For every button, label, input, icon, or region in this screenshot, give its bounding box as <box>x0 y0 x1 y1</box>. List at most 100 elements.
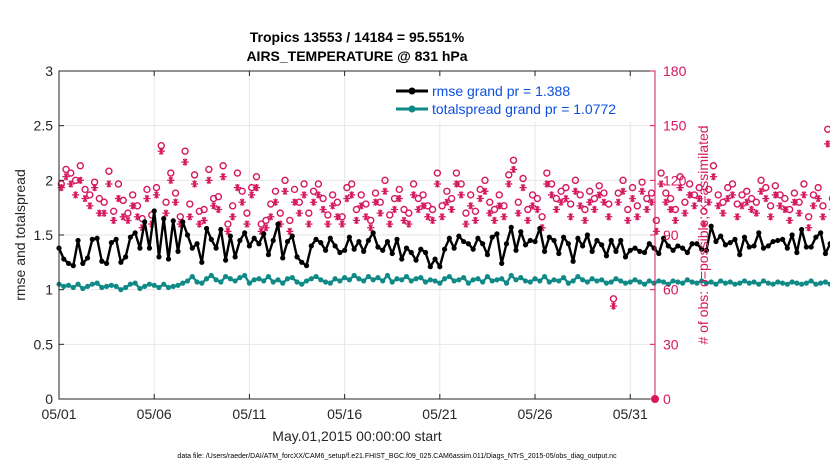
totalspread-point <box>275 277 281 283</box>
x-tick-label: 05/01 <box>41 406 76 422</box>
obs-assimilated-point <box>338 220 346 228</box>
obs-possible-point <box>543 169 551 177</box>
obs-assimilated-point <box>348 191 356 199</box>
rmse-point <box>589 248 595 254</box>
rmse-point <box>413 257 419 263</box>
rmse-point <box>123 254 129 260</box>
totalspread-point <box>413 276 419 282</box>
rmse-point <box>541 248 548 254</box>
obs-assimilated-point <box>467 202 475 210</box>
obs-possible-point <box>819 202 827 210</box>
obs-possible-point <box>738 191 746 199</box>
totalspread-point <box>251 277 257 283</box>
obs-possible-point <box>414 194 423 203</box>
rmse-point <box>437 264 443 270</box>
rmse-point <box>699 246 705 252</box>
rmse-point <box>213 245 219 251</box>
rmse-point <box>180 219 186 225</box>
totalspread-point <box>489 278 495 284</box>
rmse-point <box>627 247 633 253</box>
obs-assimilated-point <box>248 191 256 199</box>
rmse-point <box>556 250 562 257</box>
rmse-point <box>708 223 714 229</box>
totalspread-point <box>808 278 814 284</box>
rmse-point <box>632 245 638 251</box>
totalspread-point <box>380 278 386 284</box>
rmse-point <box>703 247 710 253</box>
rmse-point <box>427 264 433 270</box>
rmse-point <box>303 263 310 269</box>
rmse-point <box>137 245 143 251</box>
totalspread-point <box>142 283 148 289</box>
obs-assimilated-point <box>124 216 132 225</box>
rmse-point <box>480 241 486 247</box>
rmse-point <box>308 243 314 249</box>
rmse-point <box>760 245 767 251</box>
obs-possible-point <box>624 205 632 214</box>
legend-spread-marker <box>408 105 416 113</box>
obs-assimilated-point <box>114 194 123 203</box>
rmse-point <box>494 231 500 237</box>
x-tick-label: 05/16 <box>327 406 362 422</box>
obs-assimilated-point <box>271 198 280 206</box>
obs-possible-point <box>309 187 318 195</box>
rmse-point <box>261 231 267 237</box>
obs-possible-point <box>566 200 575 208</box>
obs-possible-point <box>381 176 389 185</box>
obs-possible-point <box>752 198 761 206</box>
obs-possible-point <box>105 167 113 175</box>
totalspread-point <box>356 276 362 282</box>
totalspread-point <box>465 280 471 286</box>
totalspread-point <box>737 280 743 286</box>
rmse-point <box>513 247 519 253</box>
obs-assimilated-point <box>662 198 670 206</box>
obs-assimilated-point <box>576 202 584 210</box>
obs-possible-point <box>176 213 184 221</box>
totalspread-point <box>280 280 286 286</box>
y-tick-label: 0.5 <box>34 336 54 352</box>
totalspread-point <box>608 279 614 285</box>
obs-possible-point <box>286 216 294 225</box>
totalspread-point <box>518 275 524 281</box>
rmse-point <box>651 245 657 251</box>
rmse-point <box>575 235 581 241</box>
obs-assimilated-point <box>133 213 142 221</box>
totalspread-point <box>480 279 486 285</box>
rmse-point <box>532 238 538 245</box>
obs-possible-point <box>519 174 527 183</box>
y-axis-label: rmse and totalspread <box>12 169 28 301</box>
totalspread-point <box>322 279 329 285</box>
totalspread-point <box>261 278 267 284</box>
totalspread-point <box>484 273 491 280</box>
obs-possible-point <box>581 205 589 214</box>
rmse-point <box>189 245 195 251</box>
obs-possible-point <box>781 194 789 203</box>
rmse-point <box>827 241 830 247</box>
obs-possible-point <box>438 202 446 210</box>
obs-possible-point <box>219 162 227 170</box>
totalspread-point <box>208 272 214 279</box>
rmse-point <box>104 260 110 267</box>
totalspread-point <box>599 277 605 283</box>
obs-possible-point <box>681 198 689 206</box>
obs-possible-point <box>533 194 542 203</box>
totalspread-point <box>660 279 667 285</box>
rmse-point <box>361 248 367 254</box>
obs-assimilated-point <box>433 180 441 188</box>
obs-assimilated-point <box>352 216 361 225</box>
totalspread-point <box>232 278 238 284</box>
obs-possible-point <box>395 185 403 194</box>
obs-possible-point <box>495 191 503 199</box>
totalspread-point <box>680 280 686 286</box>
rmse-point <box>518 229 524 235</box>
obs-assimilated-point <box>628 194 637 203</box>
totalspread-point <box>99 284 105 291</box>
totalspread-point <box>303 278 310 284</box>
rmse-point <box>184 232 191 238</box>
chart-subtitle: AIRS_TEMPERATURE @ 831 hPa <box>246 48 467 64</box>
totalspread-point <box>561 275 567 281</box>
obs-possible-point <box>724 183 732 192</box>
obs-assimilated-point <box>238 198 246 206</box>
x-axis-label: May.01,2015 00:00:00 start <box>272 428 442 444</box>
obs-possible-point <box>281 176 289 185</box>
